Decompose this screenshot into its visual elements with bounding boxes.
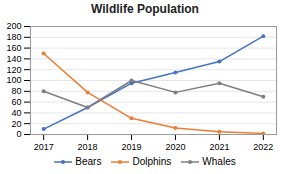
svg-text:180: 180 bbox=[6, 32, 21, 42]
svg-text:2019: 2019 bbox=[122, 142, 142, 152]
svg-text:2020: 2020 bbox=[165, 142, 185, 152]
html-text:Dolphins: Dolphins bbox=[132, 156, 172, 167]
svg-text:2017: 2017 bbox=[34, 142, 54, 152]
svg-text:60: 60 bbox=[11, 97, 21, 107]
svg-text:80: 80 bbox=[11, 86, 21, 96]
svg-text:160: 160 bbox=[6, 43, 21, 53]
svg-text:2021: 2021 bbox=[209, 142, 229, 152]
html-text:Whales: Whales bbox=[202, 156, 236, 167]
svg-text:20: 20 bbox=[11, 119, 21, 129]
svg-text:140: 140 bbox=[6, 54, 21, 64]
html-text:Bears: Bears bbox=[75, 156, 102, 167]
svg-text:100: 100 bbox=[6, 75, 21, 85]
html-text:Wildlife Population: Wildlife Population bbox=[91, 2, 199, 16]
svg-text:40: 40 bbox=[11, 108, 21, 118]
svg-text:0: 0 bbox=[16, 129, 21, 139]
svg-text:2018: 2018 bbox=[78, 142, 98, 152]
svg-text:2022: 2022 bbox=[253, 142, 273, 152]
svg-text:120: 120 bbox=[6, 65, 21, 75]
svg-text:200: 200 bbox=[6, 21, 21, 31]
